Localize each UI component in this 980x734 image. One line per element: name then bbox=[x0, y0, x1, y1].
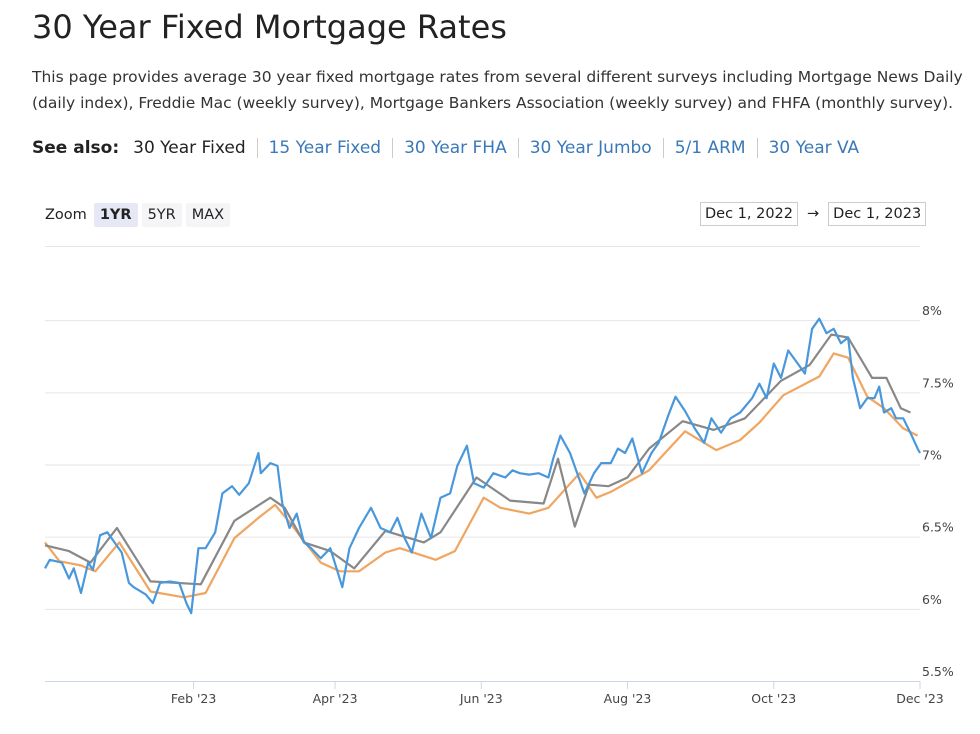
x-tick-label: Oct '23 bbox=[751, 691, 796, 706]
description: This page provides average 30 year fixed… bbox=[32, 68, 963, 112]
x-tick-label: Feb '23 bbox=[171, 691, 216, 706]
date-to[interactable]: Dec 1, 2023 bbox=[828, 202, 927, 226]
see-also-link[interactable]: 30 Year Fixed bbox=[133, 138, 246, 158]
page-title: 30 Year Fixed Mortgage Rates bbox=[32, 8, 507, 46]
x-tick-label: Dec '23 bbox=[896, 691, 944, 706]
see-also-label: See also: bbox=[32, 138, 120, 158]
y-tick-label: 7% bbox=[922, 448, 942, 463]
zoom-button[interactable]: 1YR bbox=[93, 203, 138, 227]
see-also-link[interactable]: 5/1 ARM bbox=[662, 138, 757, 158]
x-tick-label: Apr '23 bbox=[313, 691, 358, 706]
y-tick-label: 6% bbox=[922, 592, 942, 607]
date-arrow: → bbox=[807, 206, 820, 222]
zoom-button[interactable]: MAX bbox=[185, 203, 231, 227]
date-range: Dec 1, 2022 → Dec 1, 2023 bbox=[700, 202, 927, 226]
date-from[interactable]: Dec 1, 2022 bbox=[700, 202, 799, 226]
see-also-link[interactable]: 30 Year FHA bbox=[392, 138, 518, 158]
see-also-link[interactable]: 15 Year Fixed bbox=[256, 138, 392, 158]
x-tick-label: Aug '23 bbox=[604, 691, 652, 706]
series-line bbox=[44, 352, 919, 599]
series-line bbox=[44, 317, 921, 615]
see-also-link[interactable]: 30 Year VA bbox=[756, 138, 871, 158]
zoom-button[interactable]: 5YR bbox=[141, 203, 182, 227]
y-tick-label: 8% bbox=[922, 303, 942, 318]
series-line bbox=[44, 333, 911, 586]
y-tick-label: 7.5% bbox=[922, 375, 954, 390]
zoom-label: Zoom bbox=[45, 207, 87, 223]
y-tick-label: 5.5% bbox=[922, 664, 954, 679]
y-tick-label: 6.5% bbox=[922, 520, 954, 535]
x-tick-label: Jun '23 bbox=[459, 691, 503, 706]
see-also-link[interactable]: 30 Year Jumbo bbox=[517, 138, 663, 158]
see-also: See also: 30 Year Fixed 15 Year Fixed 30… bbox=[32, 138, 870, 158]
zoom: Zoom 1YR 5YR MAX bbox=[45, 203, 234, 227]
